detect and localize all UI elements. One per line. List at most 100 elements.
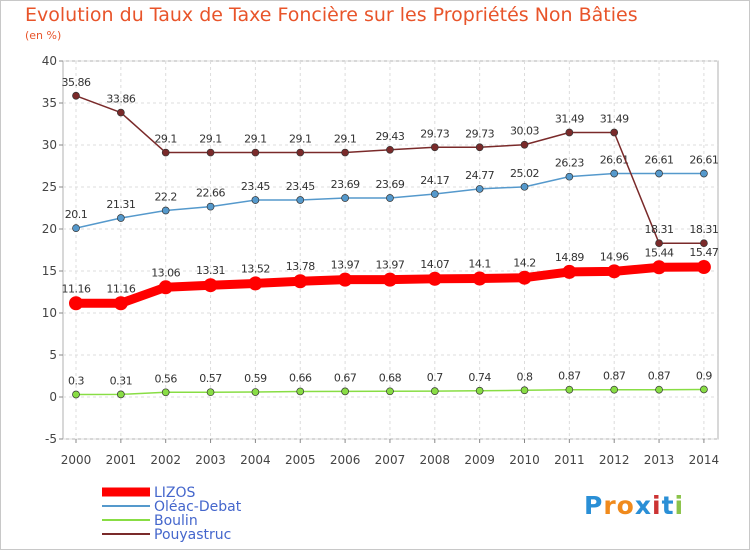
data-label-boulin: 0.31 [110,374,133,387]
data-label-boulin: 0.59 [244,372,267,385]
data-label-lizos: 13.78 [286,260,315,273]
data-point-boulin [296,387,305,396]
data-point-lizos [607,264,622,279]
data-point-boulin [116,390,125,399]
data-label-oleac-debat: 23.45 [286,180,315,193]
data-point-lizos [113,296,128,311]
x-tick-label: 2003 [195,453,226,467]
y-tick-label: 5 [49,348,57,362]
data-point-boulin [251,388,260,396]
x-tick-label: 2001 [106,453,137,467]
logo-letter: o [616,491,635,520]
y-tick-label: 20 [42,222,57,236]
data-point-pouyastruc [251,148,260,157]
data-point-pouyastruc [341,148,349,157]
logo-letter: i [674,491,685,520]
y-tick-label: 25 [42,180,57,194]
data-point-lizos [382,272,397,287]
data-label-boulin: 0.8 [517,370,533,383]
data-label-pouyastruc: 29.73 [465,127,494,140]
data-point-boulin [386,387,394,396]
data-point-boulin [655,385,663,394]
y-tick-label: 10 [42,306,57,320]
x-tick-label: 2011 [554,453,585,467]
x-tick-label: 2004 [240,453,271,467]
legend-label-oleac-debat: Oléac-Debat [154,499,242,515]
data-point-oleac-debat [565,172,574,181]
data-label-pouyastruc: 29.1 [199,133,222,146]
chart-title: Evolution du Taux de Taxe Foncière sur l… [25,4,638,26]
legend-label-pouyastruc: Pouyastruc [154,527,231,543]
data-point-oleac-debat [700,169,708,178]
data-point-lizos [338,272,353,287]
data-point-oleac-debat [251,196,260,204]
data-label-oleac-debat: 24.77 [465,169,494,182]
data-point-oleac-debat [206,202,215,211]
logo-letter: i [652,491,662,520]
data-point-pouyastruc [386,145,394,154]
data-point-pouyastruc [430,143,439,152]
logo-letter: P [584,491,604,520]
data-point-oleac-debat [116,214,125,222]
data-label-lizos: 14.1 [468,258,491,271]
x-tick-label: 2008 [420,453,451,467]
data-label-pouyastruc: 29.1 [244,133,267,146]
y-tick-label: 35 [42,96,57,110]
y-tick-label: 30 [42,138,57,152]
data-point-boulin [475,386,484,395]
data-label-lizos: 13.52 [241,262,270,275]
data-point-lizos [517,270,532,285]
data-point-lizos [427,271,442,286]
data-label-boulin: 0.67 [334,371,357,384]
data-label-oleac-debat: 26.61 [689,153,718,166]
data-label-oleac-debat: 23.69 [375,178,404,191]
data-label-lizos: 15.47 [689,246,718,259]
data-point-oleac-debat [72,224,80,233]
data-point-oleac-debat [520,182,529,191]
data-label-pouyastruc: 29.1 [334,133,357,146]
data-point-boulin [565,385,574,394]
data-point-pouyastruc [206,148,215,157]
data-label-pouyastruc: 29.73 [420,127,449,140]
data-point-lizos [652,260,667,275]
data-label-pouyastruc: 30.03 [510,125,539,138]
data-point-oleac-debat [341,194,349,202]
x-tick-label: 2014 [689,453,720,467]
data-point-oleac-debat [610,169,619,178]
data-label-oleac-debat: 25.02 [510,167,539,180]
data-point-boulin [520,386,529,395]
y-tick-label: 0 [49,390,57,404]
data-label-oleac-debat: 20.1 [65,208,88,221]
data-label-boulin: 0.68 [379,371,402,384]
data-point-lizos [696,260,711,275]
data-label-boulin: 0.87 [558,370,581,383]
data-label-pouyastruc: 31.49 [555,112,584,125]
logo-letter: x [634,491,652,520]
data-point-pouyastruc [610,128,619,137]
x-tick-label: 2012 [599,453,630,467]
logo-letter: t [661,491,675,520]
data-point-pouyastruc [700,239,708,248]
x-tick-label: 2002 [150,453,181,467]
data-label-lizos: 14.07 [420,258,449,271]
data-label-pouyastruc: 35.86 [62,76,91,89]
data-point-pouyastruc [520,140,529,149]
data-label-oleac-debat: 22.66 [196,187,225,200]
data-point-boulin [700,385,708,394]
x-tick-label: 2010 [509,453,540,467]
x-tick-label: 2009 [464,453,495,467]
data-label-lizos: 14.96 [600,250,629,263]
plot-area [62,60,719,440]
data-label-boulin: 0.87 [603,370,626,383]
y-tick-label: 40 [42,54,57,68]
data-point-pouyastruc [655,239,663,248]
data-point-oleac-debat [296,196,305,204]
data-label-oleac-debat: 23.45 [241,180,270,193]
data-label-boulin: 0.56 [154,372,177,385]
data-label-boulin: 0.74 [468,371,491,384]
data-label-pouyastruc: 29.1 [154,133,177,146]
data-label-oleac-debat: 21.31 [106,198,135,211]
data-label-lizos: 13.06 [151,266,180,279]
data-label-oleac-debat: 26.61 [600,153,629,166]
